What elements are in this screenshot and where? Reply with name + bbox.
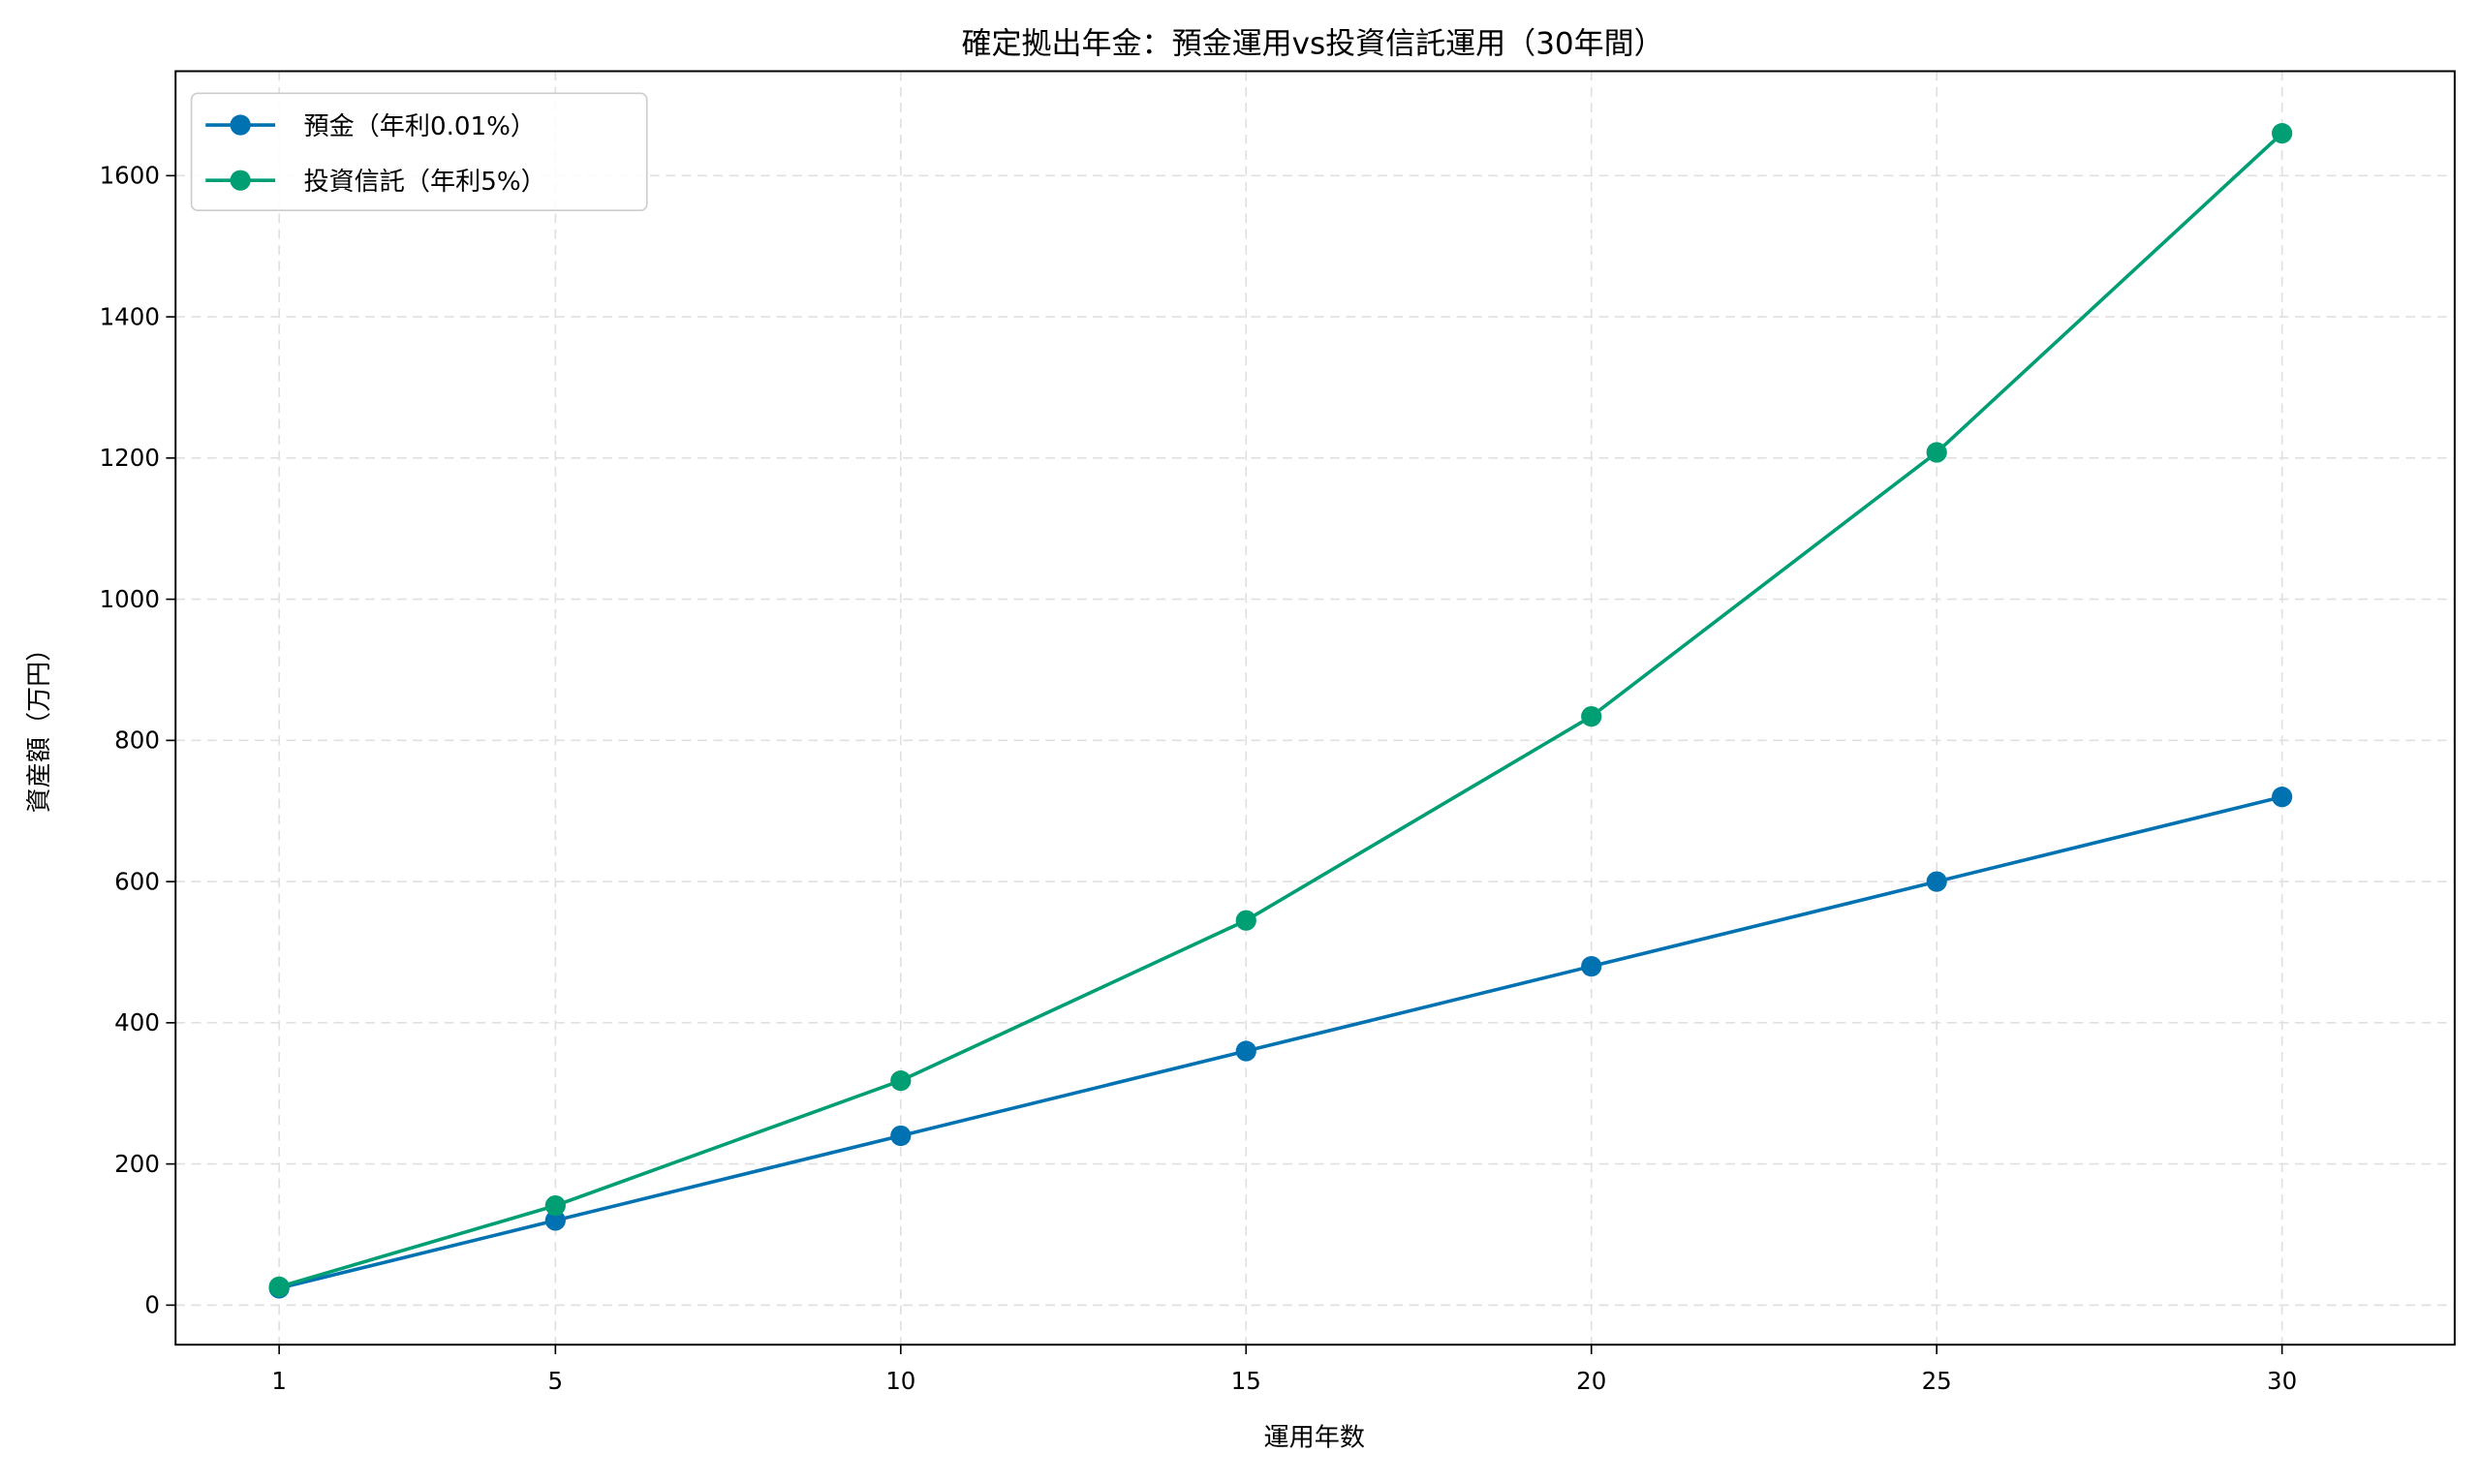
legend-marker-fund xyxy=(230,170,251,191)
y-axis: 0 200 400 600 800 1000 1200 1400 1600 xyxy=(100,162,176,1319)
legend-label-deposit: 預金（年利0.01%） xyxy=(303,112,536,141)
y-tick-label: 200 xyxy=(114,1150,160,1178)
legend-item-deposit: 預金（年利0.01%） xyxy=(205,112,536,141)
data-point-marker xyxy=(890,1070,912,1092)
y-tick-label: 400 xyxy=(114,1008,160,1036)
data-point-marker xyxy=(1581,955,1602,977)
data-point-marker xyxy=(1926,442,1947,463)
x-axis: 1 5 10 15 20 25 30 xyxy=(271,1345,2297,1395)
legend-item-fund: 投資信託（年利5%） xyxy=(205,168,546,197)
x-tick-label: 1 xyxy=(271,1367,287,1395)
series-layer xyxy=(268,123,2293,1299)
data-point-marker xyxy=(544,1210,566,1231)
x-tick-label: 25 xyxy=(1922,1367,1952,1395)
data-point-marker xyxy=(2272,123,2293,144)
legend-marker-deposit xyxy=(230,114,251,136)
y-tick-label: 800 xyxy=(114,727,160,755)
plot-area-frame xyxy=(174,70,2456,1346)
x-axis-label: 運用年数 xyxy=(1264,1424,1365,1453)
y-tick-label: 600 xyxy=(114,867,160,895)
y-tick-label: 1000 xyxy=(100,585,160,613)
y-tick-label: 1400 xyxy=(100,302,160,330)
data-point-marker xyxy=(2272,787,2293,808)
x-tick-label: 20 xyxy=(1576,1367,1606,1395)
data-point-marker xyxy=(1235,1040,1256,1062)
x-tick-label: 30 xyxy=(2267,1367,2297,1395)
data-point-marker xyxy=(1581,705,1602,727)
series-fund xyxy=(268,123,2293,1298)
data-point-marker xyxy=(1235,910,1256,931)
legend-label-fund: 投資信託（年利5%） xyxy=(303,168,545,197)
legend: 預金（年利0.01%） 投資信託（年利5%） xyxy=(190,92,648,212)
data-point-marker xyxy=(1926,871,1947,892)
y-tick-label: 1200 xyxy=(100,444,160,472)
chart-title: 確定拠出年金：預金運用vs投資信託運用（30年間） xyxy=(962,27,1664,62)
x-tick-label: 15 xyxy=(1231,1367,1261,1395)
y-axis-label: 資産額（万円） xyxy=(25,636,54,814)
data-point-marker xyxy=(544,1194,566,1217)
y-tick-label: 0 xyxy=(144,1291,160,1319)
grid-lines xyxy=(175,71,2455,1345)
legend-frame xyxy=(190,92,648,212)
x-tick-label: 5 xyxy=(548,1367,564,1395)
x-tick-label: 10 xyxy=(885,1367,915,1395)
data-point-marker xyxy=(890,1125,912,1147)
y-tick-label: 1600 xyxy=(100,162,160,190)
data-point-marker xyxy=(268,1276,290,1298)
